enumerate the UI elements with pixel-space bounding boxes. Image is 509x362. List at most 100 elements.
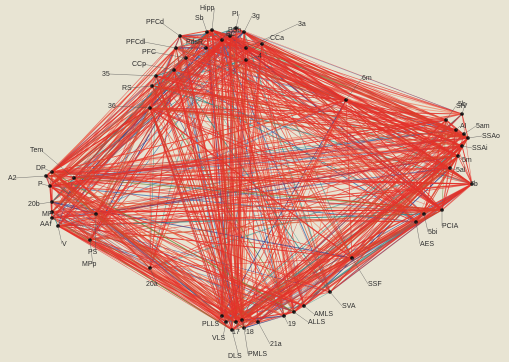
connection-edge bbox=[175, 35, 231, 49]
connection-edge bbox=[243, 209, 443, 329]
connection-edge bbox=[283, 145, 463, 317]
connection-edge bbox=[283, 183, 473, 317]
node-label-21a: 21a bbox=[270, 341, 282, 348]
connection-edge bbox=[57, 225, 223, 317]
label-leader-line bbox=[57, 225, 63, 245]
connection-edge bbox=[89, 213, 97, 241]
connection-edge bbox=[243, 155, 459, 329]
label-leader-line bbox=[329, 291, 343, 307]
connection-edge bbox=[221, 39, 263, 45]
connection-edge bbox=[89, 239, 237, 323]
connection-edge bbox=[211, 29, 223, 317]
node-label-pfcd: PFCd bbox=[146, 19, 164, 26]
label-leader-line bbox=[160, 21, 181, 37]
label-leader-line bbox=[216, 315, 223, 325]
connection-edge bbox=[243, 31, 469, 139]
connection-edge bbox=[51, 155, 459, 213]
connection-edge bbox=[95, 75, 157, 215]
node-label-plls: PLLS bbox=[202, 321, 219, 328]
connection-edge bbox=[173, 69, 469, 139]
connection-edge bbox=[51, 119, 447, 173]
connection-edge bbox=[51, 47, 177, 173]
node-label-sva: SVA bbox=[342, 303, 356, 310]
connection-edge bbox=[51, 201, 295, 313]
label-leader-line bbox=[241, 319, 247, 333]
connection-edge bbox=[149, 107, 223, 317]
node-label-mpp: MPp bbox=[82, 261, 97, 268]
node-label-ssao: SSAo bbox=[482, 133, 500, 140]
connection-edge bbox=[241, 129, 457, 321]
connection-edge bbox=[185, 57, 459, 157]
node-label-ai: AI bbox=[460, 123, 467, 130]
connection-edge bbox=[49, 35, 181, 187]
connection-edge bbox=[221, 39, 463, 115]
connection-edge bbox=[441, 129, 457, 211]
label-leader-line bbox=[229, 29, 239, 37]
connection-edge bbox=[185, 57, 237, 323]
node-label-17: 17 bbox=[232, 329, 240, 336]
node-label-7b: 7b bbox=[470, 181, 478, 188]
label-leader-line bbox=[235, 13, 240, 29]
node-label-p: P bbox=[38, 181, 43, 188]
connection-edge bbox=[73, 177, 353, 259]
node-label-5am: 5am bbox=[476, 123, 490, 130]
node-label-ps: PS bbox=[88, 249, 98, 256]
label-leader-line bbox=[463, 125, 477, 135]
label-leader-line bbox=[200, 41, 207, 49]
connection-edge bbox=[345, 99, 469, 139]
connection-edge bbox=[51, 171, 233, 331]
connection-edge bbox=[241, 119, 447, 321]
node-label-19: 19 bbox=[288, 321, 296, 328]
connection-edge bbox=[221, 31, 245, 41]
connection-edge bbox=[461, 145, 473, 185]
connection-edge bbox=[229, 35, 237, 323]
connection-edge bbox=[461, 113, 469, 139]
connection-edge bbox=[57, 225, 243, 321]
connection-edge bbox=[51, 201, 151, 269]
node-label-mp: MP bbox=[42, 211, 53, 218]
node-label-amls: AMLS bbox=[314, 311, 333, 318]
connection-edge bbox=[149, 69, 175, 109]
connection-edge bbox=[261, 43, 443, 211]
connection-edge bbox=[457, 155, 473, 185]
connection-edge bbox=[206, 31, 237, 323]
node-label-5b: 5b bbox=[458, 101, 466, 108]
connection-edge bbox=[173, 69, 243, 321]
connection-edge bbox=[235, 27, 243, 321]
connection-edge bbox=[175, 47, 473, 185]
node-label-20a: 20a bbox=[146, 281, 158, 288]
connection-edge bbox=[243, 31, 285, 317]
connection-edge bbox=[57, 209, 443, 227]
connection-edge bbox=[235, 27, 463, 147]
connection-edge bbox=[151, 85, 469, 139]
connection-edge bbox=[149, 107, 469, 139]
connection-edge bbox=[235, 59, 247, 323]
node-label-sb: Sb bbox=[195, 15, 204, 22]
node-label-pfcdl: PFCdl bbox=[126, 39, 146, 46]
node-label-ssai: SSAi bbox=[472, 145, 488, 152]
connection-edge bbox=[73, 155, 459, 179]
connection-edge bbox=[51, 99, 347, 173]
connection-edge bbox=[89, 39, 223, 241]
connection-edge bbox=[49, 47, 177, 187]
node-label-v: V bbox=[62, 241, 67, 248]
connection-edge bbox=[51, 201, 243, 321]
connection-edge bbox=[173, 69, 237, 323]
connection-edge bbox=[73, 29, 213, 179]
connection-edge bbox=[45, 175, 295, 313]
node-label-5al: 5al bbox=[456, 167, 466, 174]
node-label-cca: CCa bbox=[270, 35, 284, 42]
node-label-rs: RS bbox=[122, 85, 132, 92]
node-label-dp: DP bbox=[36, 165, 46, 172]
node-label-3g: 3g bbox=[252, 13, 260, 20]
connection-edge bbox=[329, 183, 473, 293]
connection-edge bbox=[235, 257, 353, 323]
connection-edge bbox=[205, 47, 459, 157]
label-leader-line bbox=[445, 105, 457, 121]
edge-layer bbox=[45, 27, 473, 331]
connection-edge bbox=[95, 213, 237, 323]
connection-edge bbox=[221, 39, 227, 323]
node-label-a2: A2 bbox=[8, 175, 17, 182]
node-label-6m: 6m bbox=[362, 75, 372, 82]
label-leader-line bbox=[461, 103, 466, 115]
